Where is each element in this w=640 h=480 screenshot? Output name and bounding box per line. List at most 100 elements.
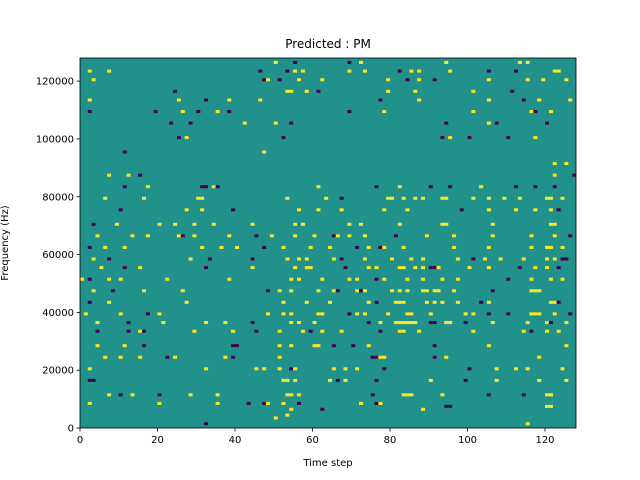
heatmap-cell xyxy=(126,321,131,325)
heatmap-cell xyxy=(436,289,441,293)
heatmap-cell xyxy=(289,312,294,316)
heatmap-cell xyxy=(421,277,426,281)
heatmap-cell xyxy=(560,277,565,281)
y-tick-label: 60000 xyxy=(42,250,74,261)
heatmap-cell xyxy=(95,321,100,325)
heatmap-cell xyxy=(188,121,193,125)
heatmap-cell xyxy=(452,289,457,293)
heatmap-cell xyxy=(273,121,278,125)
heatmap-cell xyxy=(118,312,123,316)
heatmap-cell xyxy=(529,234,534,238)
heatmap-cell xyxy=(440,196,445,200)
heatmap-cell xyxy=(568,98,573,102)
heatmap-cell xyxy=(362,312,367,316)
heatmap-cell xyxy=(525,367,530,371)
heatmap-cell xyxy=(289,393,294,397)
heatmap-cell xyxy=(397,289,402,293)
heatmap-cell xyxy=(335,234,340,238)
heatmap-cell xyxy=(448,185,453,189)
heatmap-cell xyxy=(409,393,414,397)
heatmap-cell xyxy=(289,367,294,371)
heatmap-cell xyxy=(87,110,92,114)
heatmap-cell xyxy=(366,344,371,348)
heatmap-cell xyxy=(486,78,491,82)
heatmap-cell xyxy=(440,136,445,140)
heatmap-cell xyxy=(564,378,569,382)
heatmap-cell xyxy=(107,69,112,73)
heatmap-cell xyxy=(289,289,294,293)
heatmap-cell xyxy=(138,355,143,359)
heatmap-cell xyxy=(308,245,313,249)
heatmap-cell xyxy=(545,266,550,270)
heatmap-cell xyxy=(285,378,290,382)
heatmap-cell xyxy=(366,266,371,270)
heatmap-cell xyxy=(227,110,232,114)
heatmap-cell xyxy=(421,289,426,293)
heatmap-cell xyxy=(382,355,387,359)
heatmap-cell xyxy=(502,196,507,200)
heatmap-cell xyxy=(277,289,282,293)
heatmap-cell xyxy=(347,60,352,64)
heatmap-cell xyxy=(471,312,476,316)
heatmap-cell xyxy=(347,234,352,238)
heatmap-cell xyxy=(266,78,271,82)
heatmap-cell xyxy=(355,245,360,249)
heatmap-cell xyxy=(494,367,499,371)
heatmap-cell xyxy=(277,355,282,359)
heatmap-cell xyxy=(281,401,286,406)
heatmap-cell xyxy=(103,355,108,359)
heatmap-cell xyxy=(312,344,317,348)
heatmap-cell xyxy=(390,196,395,200)
heatmap-cell xyxy=(359,289,364,293)
heatmap-cell xyxy=(545,121,550,125)
heatmap-cell xyxy=(91,222,96,226)
heatmap-cell xyxy=(347,110,352,114)
heatmap-cell xyxy=(397,300,402,304)
heatmap-cell xyxy=(521,329,526,333)
heatmap-cell xyxy=(421,196,426,200)
heatmap-cell xyxy=(308,266,313,270)
heatmap-cell xyxy=(231,208,236,212)
heatmap-cell xyxy=(126,173,131,177)
heatmap-cell xyxy=(297,393,302,397)
heatmap-cell xyxy=(316,185,321,189)
heatmap-cell xyxy=(514,208,519,212)
heatmap-cell xyxy=(320,407,325,411)
heatmap-cell xyxy=(269,234,274,238)
heatmap-cell xyxy=(560,257,565,261)
heatmap-cell xyxy=(215,393,220,397)
heatmap-cell xyxy=(362,289,367,293)
heatmap-cell xyxy=(176,136,181,140)
heatmap-cell xyxy=(397,321,402,325)
heatmap-cell xyxy=(87,69,92,73)
heatmap-cell xyxy=(231,355,236,359)
heatmap-cell xyxy=(161,321,166,325)
heatmap-cell xyxy=(556,69,561,73)
heatmap-cell xyxy=(428,266,433,270)
heatmap-cell xyxy=(103,196,108,200)
heatmap-cell xyxy=(529,329,534,333)
heatmap-cell xyxy=(548,222,553,226)
heatmap-cell xyxy=(479,300,484,304)
heatmap-cell xyxy=(339,257,344,261)
heatmap-cell xyxy=(277,78,282,82)
heatmap-cell xyxy=(335,378,340,382)
heatmap-cell xyxy=(490,289,495,293)
heatmap-cell xyxy=(173,355,178,359)
heatmap-cell xyxy=(471,257,476,261)
heatmap-cell xyxy=(316,344,321,348)
heatmap-cell xyxy=(343,266,348,270)
heatmap-cell xyxy=(390,257,395,261)
heatmap-cell xyxy=(436,266,441,270)
heatmap-cell xyxy=(405,312,410,316)
heatmap-cell xyxy=(517,266,522,270)
heatmap-cell xyxy=(514,367,519,371)
heatmap-cell xyxy=(374,401,379,406)
heatmap-cell xyxy=(293,234,298,238)
heatmap-cell xyxy=(107,257,112,261)
heatmap-cell xyxy=(424,289,429,293)
heatmap-cell xyxy=(277,344,282,348)
heatmap-cell xyxy=(432,78,437,82)
heatmap-cell xyxy=(498,257,503,261)
heatmap-cell xyxy=(374,277,379,281)
